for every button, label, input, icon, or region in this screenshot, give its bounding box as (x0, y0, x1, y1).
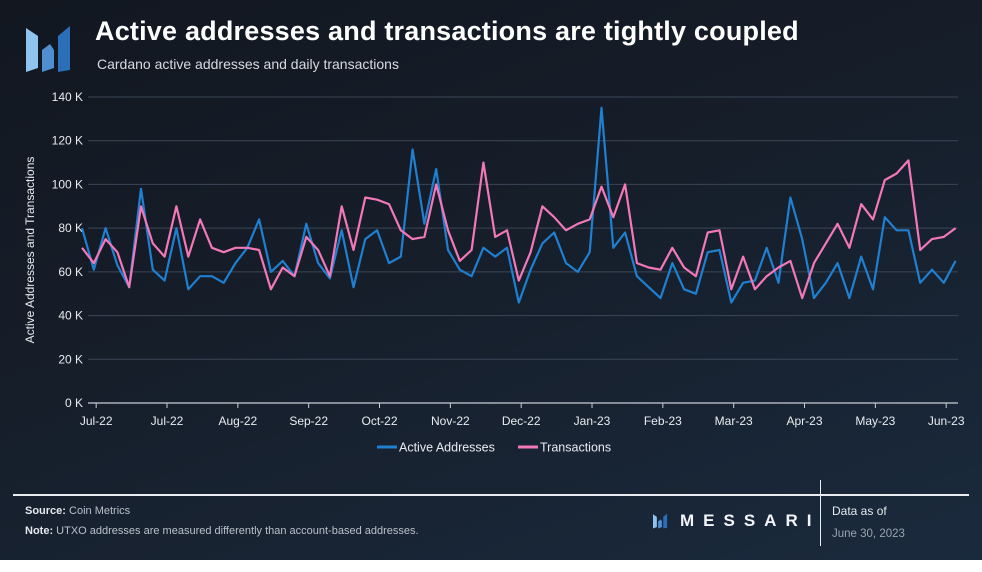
messari-logo-icon (26, 26, 70, 72)
y-axis-ticks: 0 K 20 K 40 K 60 K 80 K 100 K 120 K 140 K (52, 90, 83, 410)
y-tick-label: 80 K (58, 221, 83, 235)
x-tick-label: Sep-22 (289, 414, 328, 428)
x-tick-label: Dec-22 (502, 414, 541, 428)
x-tick-label: Jan-23 (574, 414, 611, 428)
x-tick-label: Apr-23 (787, 414, 823, 428)
x-tick-label: Oct-22 (362, 414, 398, 428)
y-axis-title: Active Addresses and Transactions (23, 157, 37, 344)
gridlines (88, 96, 958, 404)
x-tick-label: Jun-23 (928, 414, 965, 428)
y-tick-label: 120 K (52, 134, 83, 148)
chart-subtitle: Cardano active addresses and daily trans… (97, 56, 399, 72)
data-as-of-label: Data as of (832, 504, 887, 518)
y-tick-label: 100 K (52, 177, 83, 191)
legend: Active Addresses Transactions (377, 441, 611, 455)
chart-title: Active addresses and transactions are ti… (95, 16, 799, 46)
x-tick-label: Feb-23 (644, 414, 682, 428)
series-lines (80, 106, 957, 304)
source-label: Source: (25, 505, 66, 517)
line-chart: 0 K 20 K 40 K 60 K 80 K 100 K 120 K 140 K Jul-2… (23, 90, 965, 455)
messari-wordmark: MESSARI (680, 511, 821, 530)
y-tick-label: 40 K (58, 309, 83, 323)
messari-mark-icon (653, 513, 668, 529)
y-tick-label: 60 K (58, 265, 83, 279)
legend-label-active-addresses: Active Addresses (399, 441, 495, 455)
note-value: UTXO addresses are measured differently … (56, 525, 419, 537)
x-tick-label: Nov-22 (431, 414, 470, 428)
x-tick-label: Jul-22 (80, 414, 113, 428)
x-tick-label: May-23 (855, 414, 895, 428)
chart-card: Active addresses and transactions are ti… (0, 0, 982, 560)
x-tick-label: Aug-22 (218, 414, 257, 428)
source-value: Coin Metrics (69, 505, 131, 517)
series-points-1 (81, 160, 956, 299)
data-as-of-date: June 30, 2023 (832, 528, 905, 540)
y-tick-label: 0 K (65, 396, 83, 410)
note-line: Note: UTXO addresses are measured differ… (25, 525, 419, 537)
note-label: Note: (25, 525, 54, 537)
legend-label-transactions: Transactions (540, 441, 611, 455)
messari-brand: MESSARI (650, 511, 820, 531)
y-tick-label: 20 K (58, 352, 83, 366)
series-points-0 (81, 107, 956, 303)
x-tick-label: Mar-23 (715, 414, 753, 428)
series-line-transactions (81, 159, 957, 300)
x-tick-label: Jul-22 (151, 414, 184, 428)
series-line-active-addresses (80, 106, 957, 304)
source-line: Source: Coin Metrics (25, 505, 130, 517)
footer-vertical-divider (820, 480, 821, 546)
y-tick-label: 140 K (52, 90, 83, 104)
footer-divider (13, 494, 969, 496)
x-axis-ticks: Jul-22 Jul-22 Aug-22 Sep-22 Oct-22 Nov-22 Dec-… (80, 403, 965, 428)
